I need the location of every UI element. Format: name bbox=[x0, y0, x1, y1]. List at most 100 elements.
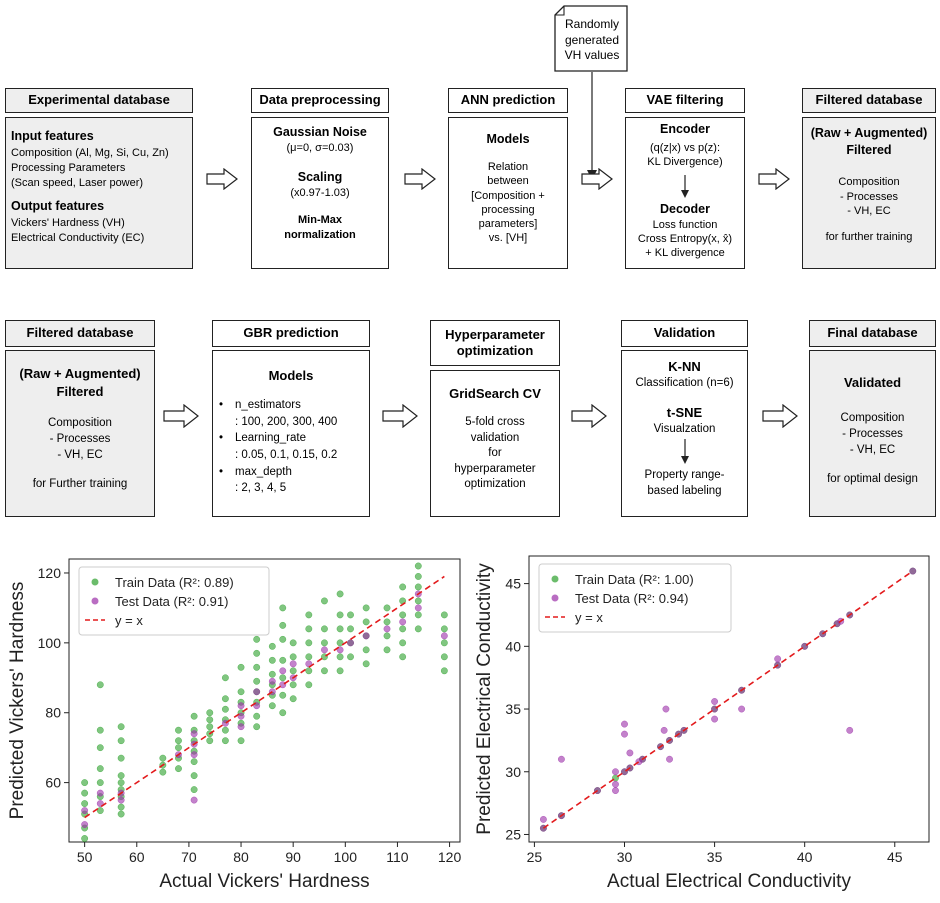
legend-label: y = x bbox=[115, 613, 143, 628]
train-point bbox=[175, 726, 182, 734]
train-point bbox=[347, 653, 354, 661]
x-axis-label: Actual Electrical Conductivity bbox=[607, 871, 851, 892]
test-point bbox=[117, 796, 125, 804]
down-arrow-random-to-ann bbox=[587, 72, 597, 180]
legend-label: y = x bbox=[575, 610, 603, 625]
train-point bbox=[305, 611, 313, 619]
train-point bbox=[81, 789, 89, 797]
filtered-line: - VH, EC bbox=[847, 205, 891, 218]
x-tick-label: 30 bbox=[617, 849, 633, 865]
filtered-database-panel: (Raw + Augmented) Filtered Composition -… bbox=[802, 117, 936, 269]
label-line: Property range- bbox=[644, 469, 725, 481]
right-arrow bbox=[206, 168, 238, 190]
train-point bbox=[117, 810, 125, 818]
train-point bbox=[305, 625, 313, 633]
train-point bbox=[206, 723, 214, 731]
legend: Train Data (R²: 0.89) Test Data (R²: 0.91… bbox=[78, 566, 270, 636]
encoder-line: KL Divergence) bbox=[647, 156, 723, 169]
train-point bbox=[347, 625, 354, 633]
train-point bbox=[289, 639, 297, 647]
final-title: Validated bbox=[843, 375, 902, 390]
test-point bbox=[237, 723, 245, 731]
train-point bbox=[117, 754, 125, 762]
test-point bbox=[738, 705, 746, 713]
train-point bbox=[336, 611, 344, 619]
train-point bbox=[440, 639, 448, 647]
train-point bbox=[399, 653, 407, 661]
train-point bbox=[253, 723, 261, 731]
test-point bbox=[190, 730, 198, 738]
y-tick-label: 60 bbox=[45, 775, 61, 791]
legend-label: Test Data (R²: 0.91) bbox=[115, 594, 228, 609]
ann-line: Relation bbox=[487, 161, 529, 173]
final-database-panel: Validated Composition - Processes - VH, … bbox=[809, 350, 936, 517]
test-point bbox=[279, 667, 287, 675]
legend-marker bbox=[91, 578, 99, 586]
test-point bbox=[253, 688, 261, 696]
ann-line: between bbox=[487, 175, 529, 188]
train-point bbox=[321, 597, 328, 605]
train-point bbox=[399, 625, 407, 633]
legend: Train Data (R²: 1.00) Test Data (R²: 0.94… bbox=[538, 563, 732, 633]
train-point bbox=[362, 646, 370, 654]
train-point bbox=[336, 590, 344, 598]
train-point bbox=[253, 677, 261, 685]
train-point bbox=[289, 681, 297, 689]
hyper-line: 5-fold cross bbox=[465, 416, 525, 428]
y-axis-label: Predicted Electrical Conductivity bbox=[474, 563, 495, 835]
y-tick-label: 80 bbox=[45, 705, 61, 721]
legend-label: Train Data (R²: 1.00) bbox=[575, 572, 694, 587]
filtered-title: (Raw + Augmented) bbox=[810, 126, 928, 140]
train-point bbox=[414, 562, 422, 570]
test-point bbox=[321, 646, 328, 654]
test-point bbox=[268, 677, 276, 685]
test-point bbox=[660, 726, 668, 734]
right-arrow bbox=[762, 404, 798, 428]
test-point bbox=[612, 768, 619, 776]
train-point bbox=[414, 597, 422, 605]
validation-panel: K-NN Classification (n=6) t-SNE Visualza… bbox=[621, 350, 748, 517]
gbr-param-values: : 2, 3, 4, 5 bbox=[235, 482, 287, 495]
ann-line: processing bbox=[481, 203, 535, 216]
train-point bbox=[81, 835, 89, 842]
decoder-line: + KL divergence bbox=[645, 247, 725, 260]
final-line: Composition bbox=[840, 412, 905, 424]
train-point bbox=[414, 611, 422, 619]
train-point bbox=[383, 618, 391, 626]
test-point bbox=[626, 749, 634, 757]
decoder-line: Cross Entropy(x, x̂) bbox=[637, 232, 733, 245]
y-axis-label: Predicted Vickers' Hardness bbox=[7, 582, 28, 820]
train-point bbox=[175, 765, 182, 773]
filtered-footer: for Further training bbox=[32, 478, 128, 491]
train-point bbox=[268, 670, 276, 678]
train-point bbox=[96, 744, 104, 752]
test-point bbox=[666, 755, 673, 763]
x-tick-label: 90 bbox=[285, 849, 301, 865]
filtered-line: Composition bbox=[48, 417, 112, 430]
test-point bbox=[662, 705, 670, 713]
test-point bbox=[621, 730, 628, 738]
gbr-param-item: n_estimators : 100, 200, 300, 400 bbox=[219, 397, 369, 430]
train-point bbox=[305, 681, 313, 689]
gaussian-noise-params: (μ=0, σ=0.03) bbox=[286, 142, 354, 154]
gbr-prediction-header: GBR prediction bbox=[212, 320, 370, 347]
test-point bbox=[237, 702, 245, 710]
train-point bbox=[336, 653, 344, 661]
filtered-database-header-2: Filtered database bbox=[5, 320, 155, 347]
gbr-param-item: Learning_rate : 0.05, 0.1, 0.15, 0.2 bbox=[219, 430, 369, 463]
down-arrow bbox=[681, 174, 689, 198]
test-point bbox=[612, 780, 619, 788]
legend-marker bbox=[91, 597, 99, 605]
right-arrow bbox=[382, 404, 418, 428]
x-tick-label: 110 bbox=[386, 849, 409, 865]
input-features-title: Input features bbox=[11, 129, 94, 143]
output-line: Vickers' Hardness (VH) bbox=[11, 217, 125, 230]
x-tick-label: 60 bbox=[129, 849, 145, 865]
test-point bbox=[774, 655, 782, 663]
x-tick-label: 25 bbox=[527, 849, 543, 865]
minmax-line: normalization bbox=[284, 228, 356, 241]
train-point bbox=[117, 723, 125, 731]
down-arrow bbox=[680, 439, 689, 464]
filtered-database-panel-2: (Raw + Augmented) Filtered Composition -… bbox=[5, 350, 155, 517]
train-point bbox=[383, 604, 391, 612]
